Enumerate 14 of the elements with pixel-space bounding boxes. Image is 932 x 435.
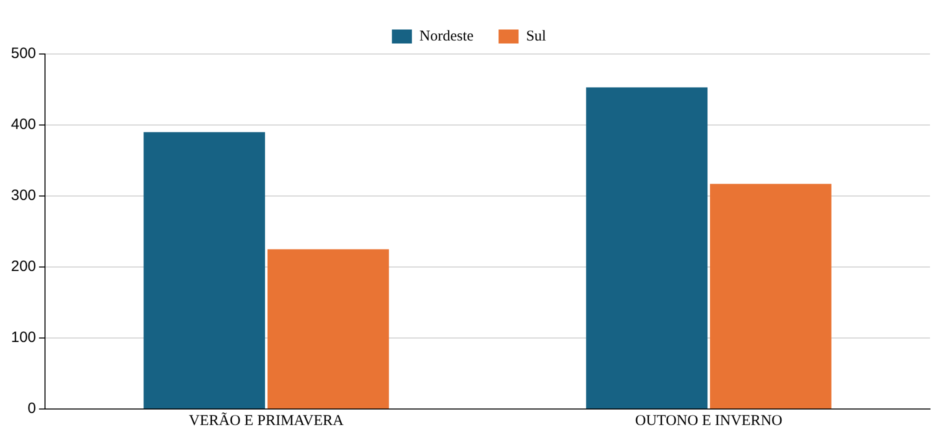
legend-label: Nordeste [419,28,474,44]
y-tick-label: 400 [10,116,36,134]
y-tick-label: 500 [10,45,36,62]
y-tick-label: 300 [10,187,36,204]
y-tick-label: 0 [28,400,36,418]
x-tick-label: OUTONO E INVERNO [635,412,783,429]
bar [710,184,832,408]
legend-label: Sul [526,28,546,44]
bar [586,87,708,408]
y-tick-label: 200 [10,258,36,276]
x-tick-label: VERÃO E PRIMAVERA [188,412,344,429]
bar [268,249,389,408]
bar [144,132,266,408]
y-tick-label: 100 [10,329,36,346]
